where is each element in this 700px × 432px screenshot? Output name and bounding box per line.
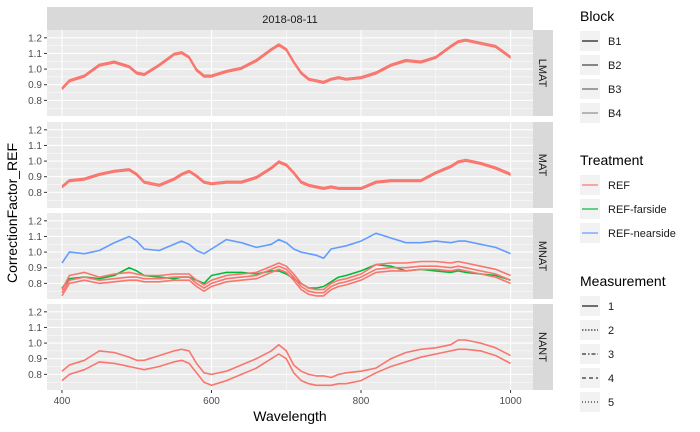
y-tick-label: 1.2	[28, 125, 42, 136]
legend-label-m2: 2	[608, 325, 614, 337]
legend-label-b4: B4	[608, 108, 621, 120]
y-tick-label: 1.2	[28, 33, 42, 44]
legend-measurement-title: Measurement	[580, 273, 666, 289]
y-tick-label: 0.8	[28, 279, 42, 290]
x-axis: 400 600 800 1000	[54, 390, 522, 407]
legend-block: Block B1 B2 B3 B4	[580, 8, 621, 123]
y-tick-label: 0.9	[28, 354, 42, 365]
y-tick-label: 1.2	[28, 216, 42, 227]
legend-treatment-title: Treatment	[580, 152, 643, 168]
panel-nant: 0.8 0.9 1.0 1.1 1.2 NANT	[28, 304, 553, 390]
series-line-mat-0	[61, 158, 511, 189]
x-tick-label: 400	[54, 396, 71, 407]
panel-strip-lmat	[533, 30, 553, 116]
x-tick-label: 1000	[499, 396, 522, 407]
y-tick-label: 0.9	[28, 263, 42, 274]
legend-label-ref-farside: REF-farside	[608, 204, 667, 216]
y-tick-label: 0.9	[28, 80, 42, 91]
y-tick-label: 1.2	[28, 307, 42, 318]
x-tick-label: 800	[353, 396, 370, 407]
panel-strip-mnat	[533, 213, 553, 299]
y-tick-label: 0.8	[28, 96, 42, 107]
x-tick-label: 600	[203, 396, 220, 407]
legend-label-m5: 5	[608, 397, 614, 409]
legend-key-m3	[580, 344, 600, 364]
legend-measurement: Measurement 1 2 3 4 5	[580, 273, 666, 412]
legend-label-b2: B2	[608, 60, 621, 72]
y-tick-label: 1.1	[28, 49, 42, 60]
y-tick-label: 1.1	[28, 323, 42, 334]
legend-block-title: Block	[580, 8, 615, 24]
panel-strip-label-nant: NANT	[536, 332, 548, 362]
legend-label-ref: REF	[608, 180, 630, 192]
series-line-nant-1	[61, 348, 511, 387]
panels: 0.80.91.01.11.2LMAT0.80.91.01.11.2MAT0.8…	[28, 30, 553, 390]
y-tick-label: 1.1	[28, 141, 42, 152]
series-line-mnat-0	[61, 232, 511, 264]
top-facet-label: 2018-08-11	[262, 14, 317, 26]
panel-background-nant	[47, 304, 533, 390]
y-tick-label: 1.0	[28, 65, 42, 76]
y-tick-label: 1.0	[28, 339, 42, 350]
x-axis-title: Wavelength	[253, 408, 326, 424]
panel-strip-nant	[533, 304, 553, 390]
legend-label-b3: B3	[608, 84, 621, 96]
legend-label-ref-nearside: REF-nearside	[608, 228, 676, 240]
panel-background-mnat	[47, 213, 533, 299]
y-tick-label: 1.0	[28, 157, 42, 168]
top-facet-strip	[47, 7, 533, 30]
panel-mnat: 0.8 0.9 1.0 1.1 1.2 MNAT	[28, 213, 553, 299]
panel-lmat: 0.8 0.9 1.0 1.1 1.2 LMAT	[28, 30, 553, 116]
series-line-mat-1	[61, 160, 511, 190]
series-line-mnat-3	[61, 265, 511, 294]
legend-key-m2	[580, 320, 600, 340]
legend-label-m3: 3	[608, 349, 614, 361]
panel-strip-label-mat: MAT	[536, 154, 548, 177]
legend-key-m5	[580, 392, 600, 412]
legend-label-m1: 1	[608, 301, 614, 313]
panel-strip-mat	[533, 122, 553, 208]
panel-background-mat	[47, 122, 533, 208]
series-line-lmat-0	[61, 38, 512, 89]
legend-label-m4: 4	[608, 373, 614, 385]
panel-strip-label-mnat: MNAT	[536, 241, 548, 272]
panel-strip-label-lmat: LMAT	[536, 59, 548, 88]
series-line-mnat-2	[61, 260, 511, 291]
y-tick-label: 0.8	[28, 188, 42, 199]
y-tick-label: 0.9	[28, 172, 42, 183]
legend-treatment: Treatment REF REF-farside REF-nearside	[580, 152, 676, 243]
legend-label-b1: B1	[608, 36, 621, 48]
y-axis-title: CorrectionFactor_REF	[4, 143, 20, 283]
series-line-nant-0	[61, 339, 511, 379]
series-line-lmat-1	[61, 40, 512, 90]
y-tick-label: 0.8	[28, 370, 42, 381]
series-line-mnat-4	[61, 268, 511, 297]
y-tick-label: 1.1	[28, 232, 42, 243]
panel-mat: 0.8 0.9 1.0 1.1 1.2 MAT	[28, 122, 553, 208]
y-tick-label: 1.0	[28, 248, 42, 259]
